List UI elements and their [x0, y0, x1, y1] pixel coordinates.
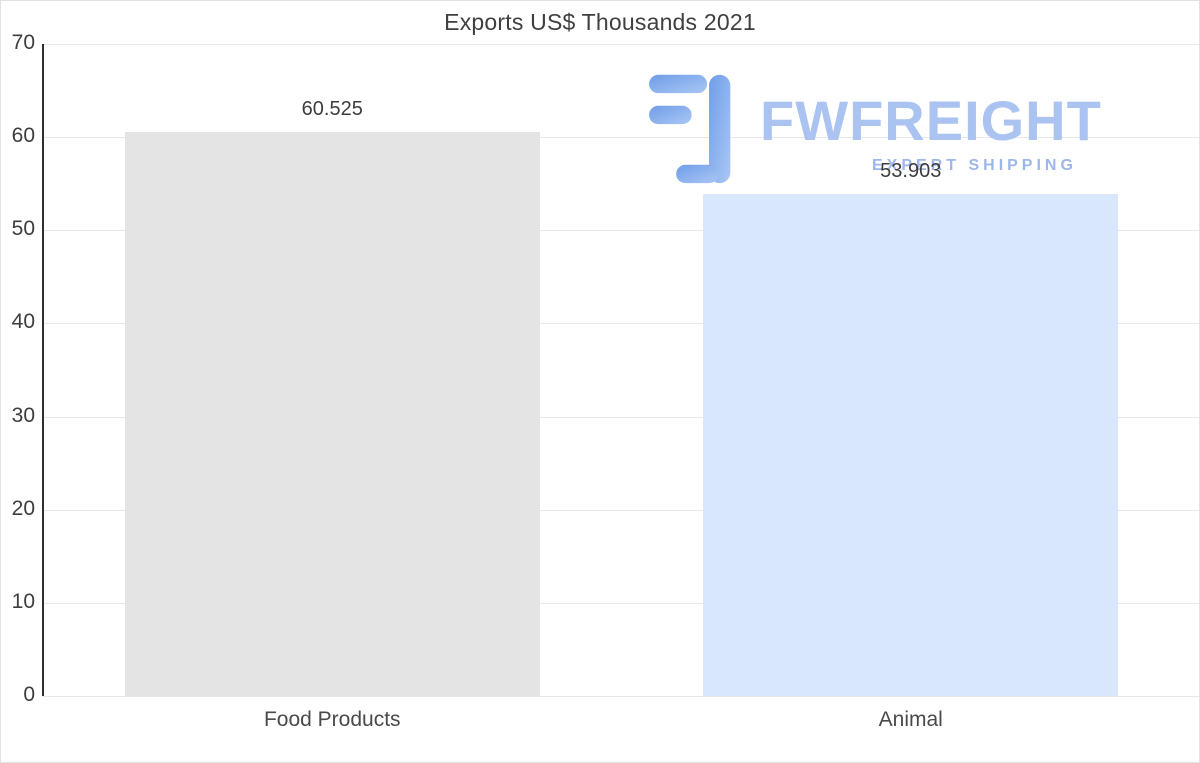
y-axis-tick-label: 60: [11, 124, 35, 148]
gridline: [43, 44, 1199, 45]
bar-animal: [703, 193, 1119, 696]
gridline: [43, 137, 1199, 139]
x-axis-category-label: Food Products: [263, 708, 401, 731]
y-axis-tick-label: 30: [11, 403, 35, 427]
bar-value-label: 60.525: [301, 98, 363, 121]
y-axis-line: [42, 44, 44, 696]
y-axis-tick-label: 50: [11, 217, 35, 241]
gridline: [43, 696, 1199, 697]
gridline: [43, 416, 1199, 418]
bar-food-products: [124, 132, 540, 696]
gridline: [43, 230, 1199, 232]
gridline: [43, 509, 1199, 511]
y-axis-tick-label: 10: [11, 589, 35, 613]
gridline: [43, 323, 1199, 325]
gridline: [43, 602, 1199, 604]
y-axis-tick-label: 20: [11, 496, 35, 520]
chart-title: Exports US$ Thousands 2021: [444, 9, 756, 35]
x-axis-category-label: Animal: [878, 708, 943, 731]
y-axis-tick-label: 40: [11, 310, 35, 334]
y-axis-tick-label: 70: [11, 31, 35, 54]
y-axis-tick-label: 0: [23, 683, 35, 706]
bar-value-label: 53.903: [880, 159, 942, 182]
